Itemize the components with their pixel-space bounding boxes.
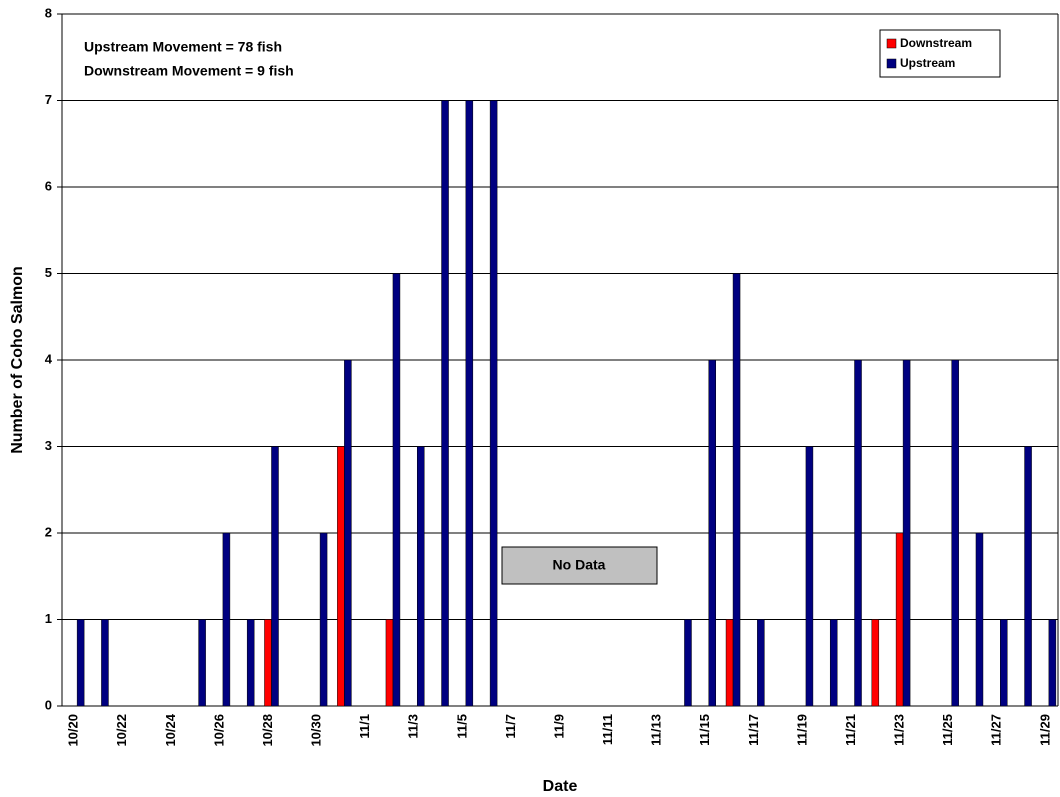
y-axis-title: Number of Coho Salmon xyxy=(9,266,26,454)
y-tick-label: 5 xyxy=(45,265,52,280)
annotation: No Data xyxy=(553,557,606,573)
bar xyxy=(805,446,814,707)
bar xyxy=(271,446,279,707)
x-tick-label: 11/7 xyxy=(503,714,518,739)
bar xyxy=(871,619,880,707)
bar xyxy=(246,619,255,707)
bar xyxy=(465,100,474,707)
y-tick-label: 2 xyxy=(45,524,52,539)
x-tick-label: 11/9 xyxy=(551,714,566,739)
y-tick-label: 0 xyxy=(45,697,52,712)
bar xyxy=(441,100,449,707)
x-axis-title: Date xyxy=(543,778,578,795)
bar xyxy=(264,619,272,707)
x-tick-label: 11/27 xyxy=(989,714,1004,746)
bar xyxy=(392,273,401,707)
bar xyxy=(708,359,717,707)
bar xyxy=(854,359,862,707)
bar xyxy=(198,619,206,707)
legend-swatch xyxy=(886,38,897,49)
bar xyxy=(895,532,904,707)
x-tick-label: 11/13 xyxy=(649,714,664,746)
x-tick-label: 11/1 xyxy=(357,714,372,739)
no-data-box xyxy=(501,546,658,585)
x-tick-label: 10/28 xyxy=(260,714,275,747)
y-tick-label: 8 xyxy=(45,5,52,20)
bar xyxy=(101,619,109,707)
bar xyxy=(725,619,734,707)
x-tick-label: 10/26 xyxy=(211,714,226,747)
bar xyxy=(829,619,838,707)
x-tick-label: 11/5 xyxy=(454,714,469,739)
x-tick-label: 11/23 xyxy=(892,714,907,746)
bar xyxy=(757,619,765,707)
bar xyxy=(337,446,345,707)
x-tick-label: 11/19 xyxy=(794,714,809,746)
bar xyxy=(951,359,959,707)
x-tick-label: 11/17 xyxy=(746,714,761,746)
bar xyxy=(319,532,328,707)
y-tick-label: 7 xyxy=(45,92,52,107)
y-tick-label: 6 xyxy=(45,178,52,193)
annotation: Upstream Movement = 78 fish xyxy=(84,39,282,55)
x-tick-label: 10/22 xyxy=(114,714,129,747)
bar xyxy=(1000,619,1008,707)
bar xyxy=(902,359,911,707)
x-tick-label: 11/25 xyxy=(940,714,955,746)
bar xyxy=(1048,619,1057,707)
bar xyxy=(76,619,85,707)
bar xyxy=(1024,446,1032,707)
x-tick-label: 10/20 xyxy=(66,714,81,747)
x-tick-label: 11/11 xyxy=(600,714,615,745)
legend-swatch xyxy=(886,58,897,69)
annotation: Downstream Movement = 9 fish xyxy=(84,63,294,79)
bar xyxy=(385,619,394,707)
y-tick-label: 4 xyxy=(45,351,53,366)
bar xyxy=(975,532,984,707)
legend-label: Upstream xyxy=(900,56,955,70)
x-tick-label: 11/29 xyxy=(1037,714,1052,746)
y-tick-label: 1 xyxy=(45,611,52,626)
bar xyxy=(684,619,692,707)
bar xyxy=(416,446,425,707)
bar xyxy=(489,100,498,707)
bar xyxy=(222,532,231,707)
x-tick-label: 10/30 xyxy=(309,714,324,747)
x-tick-label: 11/3 xyxy=(406,714,421,739)
bar xyxy=(732,273,741,707)
x-tick-label: 11/15 xyxy=(697,714,712,746)
x-tick-label: 10/24 xyxy=(163,713,178,746)
legend-box xyxy=(879,29,1001,78)
bar xyxy=(344,359,352,707)
x-tick-label: 11/21 xyxy=(843,714,858,746)
legend-label: Downstream xyxy=(900,36,972,50)
y-tick-label: 3 xyxy=(45,438,52,453)
